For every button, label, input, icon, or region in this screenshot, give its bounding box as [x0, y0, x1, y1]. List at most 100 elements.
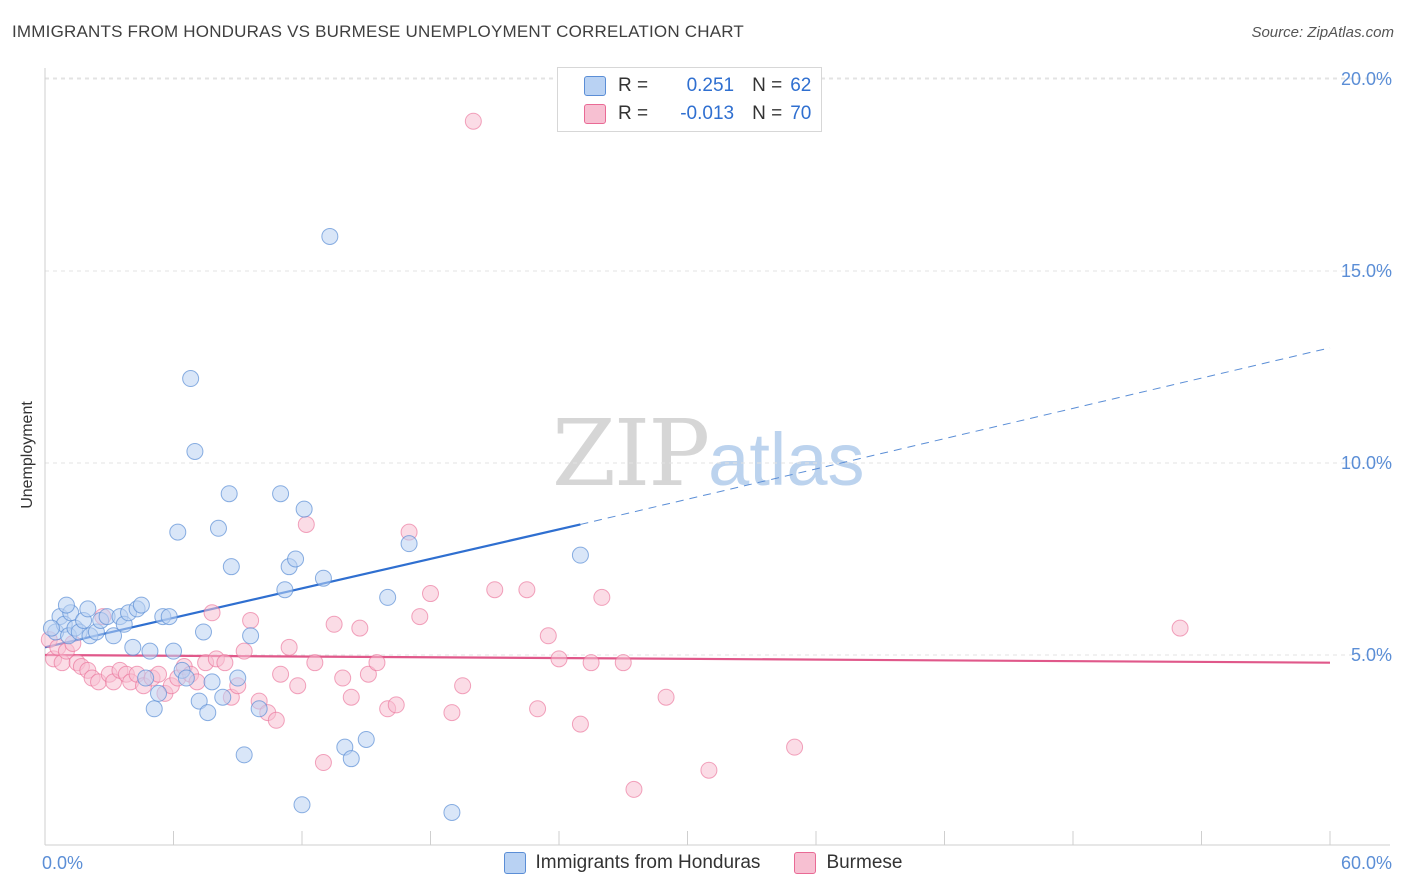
- point-burmese: [411, 608, 429, 626]
- point-honduras: [295, 500, 313, 518]
- point-burmese: [786, 738, 804, 756]
- series-legend: Immigrants from Honduras Burmese: [0, 852, 1406, 874]
- point-honduras: [321, 227, 339, 245]
- point-honduras: [235, 746, 253, 764]
- point-honduras: [357, 730, 375, 748]
- point-honduras: [400, 535, 418, 553]
- point-honduras: [137, 669, 155, 687]
- point-burmese: [529, 700, 547, 718]
- point-honduras: [342, 750, 360, 768]
- point-honduras: [145, 700, 163, 718]
- y-tick-label: 5.0%: [1351, 645, 1392, 665]
- point-honduras: [177, 669, 195, 687]
- watermark-atlas: atlas: [708, 418, 865, 501]
- point-burmese: [582, 654, 600, 672]
- point-honduras: [124, 638, 142, 656]
- trendline-honduras-extension: [580, 347, 1331, 525]
- legend-swatch-honduras: [584, 76, 606, 96]
- point-honduras: [242, 627, 260, 645]
- point-burmese: [359, 665, 377, 683]
- point-honduras: [276, 581, 294, 599]
- point-burmese: [203, 604, 221, 622]
- point-honduras: [79, 600, 97, 618]
- point-burmese: [464, 112, 482, 130]
- point-honduras: [160, 608, 178, 626]
- point-burmese: [235, 642, 253, 660]
- point-burmese: [1171, 619, 1189, 637]
- legend-swatch-burmese: [584, 104, 606, 124]
- point-burmese: [550, 650, 568, 668]
- point-honduras: [150, 684, 168, 702]
- point-burmese: [342, 688, 360, 706]
- x-tick-label: 60.0%: [1341, 853, 1392, 873]
- point-burmese: [571, 715, 589, 733]
- trend-lines: [44, 347, 1331, 664]
- trendline-honduras: [44, 523, 581, 649]
- legend-swatch-burmese: [794, 852, 817, 874]
- point-burmese: [422, 585, 439, 603]
- chart-title: IMMIGRANTS FROM HONDURAS VS BURMESE UNEM…: [12, 22, 744, 41]
- point-honduras: [287, 550, 305, 568]
- point-honduras: [379, 588, 397, 606]
- point-honduras: [141, 642, 159, 660]
- point-honduras: [443, 803, 461, 821]
- legend-r-label: R =: [618, 103, 649, 124]
- point-honduras: [571, 546, 589, 564]
- point-honduras: [165, 642, 182, 660]
- point-honduras: [57, 596, 75, 614]
- y-tick-label: 15.0%: [1341, 261, 1392, 281]
- point-burmese: [325, 615, 343, 633]
- point-honduras: [314, 569, 332, 587]
- point-honduras: [132, 596, 150, 614]
- point-burmese: [280, 638, 298, 656]
- point-honduras: [182, 370, 200, 388]
- point-burmese: [368, 654, 386, 672]
- x-tick-label: 0.0%: [42, 853, 83, 873]
- legend-n-label: N =: [752, 75, 783, 96]
- point-burmese: [297, 515, 315, 533]
- legend-row-burmese: R = -0.013 N = 70: [558, 100, 811, 128]
- point-burmese: [593, 588, 611, 606]
- y-tick-label: 10.0%: [1341, 453, 1392, 473]
- point-honduras: [214, 688, 232, 706]
- point-burmese: [657, 688, 675, 706]
- point-honduras: [194, 623, 212, 641]
- y-tick-label: 20.0%: [1341, 69, 1392, 89]
- point-burmese: [306, 654, 324, 672]
- point-burmese: [334, 669, 352, 687]
- point-honduras: [186, 442, 204, 460]
- point-honduras: [222, 558, 240, 576]
- point-burmese: [539, 627, 557, 645]
- point-burmese: [518, 581, 536, 599]
- point-honduras: [209, 519, 227, 537]
- legend-label-burmese: Burmese: [826, 852, 903, 873]
- tick-labels: 5.0% 10.0% 15.0% 20.0% 0.0% 60.0%: [42, 69, 1392, 873]
- legend-r-label: R =: [618, 75, 649, 96]
- point-burmese: [700, 761, 718, 779]
- legend-item-burmese: Burmese: [794, 852, 902, 874]
- legend-row-honduras: R = 0.251 N = 62: [558, 72, 811, 100]
- point-honduras: [105, 627, 123, 645]
- legend-label-honduras: Immigrants from Honduras: [535, 852, 761, 873]
- axes: [44, 68, 1390, 846]
- source-label: Source: ZipAtlas.com: [1251, 24, 1394, 41]
- point-honduras: [203, 673, 221, 691]
- point-burmese: [289, 677, 307, 695]
- legend-item-honduras: Immigrants from Honduras: [503, 852, 761, 874]
- data-points: [40, 97, 1189, 821]
- point-honduras: [190, 692, 208, 710]
- watermark-zip: ZIP: [552, 400, 710, 507]
- point-burmese: [614, 654, 632, 672]
- point-honduras: [293, 796, 311, 814]
- watermark: ZIPatlas: [552, 400, 864, 507]
- point-burmese: [267, 711, 285, 729]
- point-burmese: [272, 665, 290, 683]
- point-burmese: [387, 696, 405, 714]
- point-honduras: [199, 704, 217, 722]
- legend-r-value-honduras: 0.251: [686, 75, 735, 96]
- point-burmese: [625, 780, 643, 798]
- gridlines: [45, 77, 1390, 656]
- legend-r-value-burmese: -0.013: [680, 103, 735, 124]
- trendline-burmese: [44, 653, 1331, 664]
